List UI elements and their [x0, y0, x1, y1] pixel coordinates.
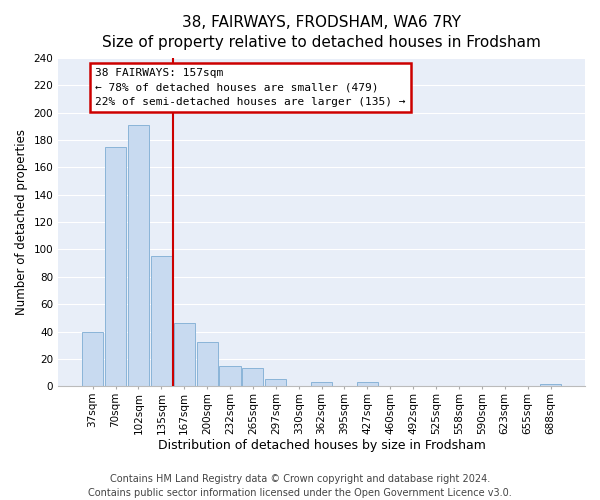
Bar — [357, 382, 378, 386]
Bar — [540, 384, 561, 386]
Text: Contains HM Land Registry data © Crown copyright and database right 2024.
Contai: Contains HM Land Registry data © Crown c… — [88, 474, 512, 498]
Bar — [197, 342, 218, 386]
Bar — [311, 382, 332, 386]
Bar — [151, 256, 172, 386]
Bar — [105, 147, 126, 386]
X-axis label: Distribution of detached houses by size in Frodsham: Distribution of detached houses by size … — [158, 440, 485, 452]
Y-axis label: Number of detached properties: Number of detached properties — [15, 129, 28, 315]
Title: 38, FAIRWAYS, FRODSHAM, WA6 7RY
Size of property relative to detached houses in : 38, FAIRWAYS, FRODSHAM, WA6 7RY Size of … — [102, 15, 541, 50]
Bar — [242, 368, 263, 386]
Bar — [265, 380, 286, 386]
Bar — [220, 366, 241, 386]
Bar — [128, 125, 149, 386]
Text: 38 FAIRWAYS: 157sqm
← 78% of detached houses are smaller (479)
22% of semi-detac: 38 FAIRWAYS: 157sqm ← 78% of detached ho… — [95, 68, 406, 106]
Bar — [82, 332, 103, 386]
Bar — [173, 324, 195, 386]
